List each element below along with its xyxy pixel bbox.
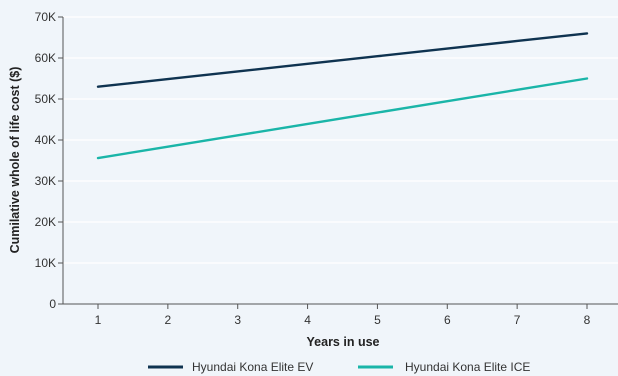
x-tick-label: 3 xyxy=(234,313,241,327)
x-tick-label: 2 xyxy=(165,313,172,327)
y-tick-label: 60K xyxy=(35,51,56,65)
x-axis-title: Years in use xyxy=(307,335,380,349)
axes xyxy=(62,17,618,305)
y-tick-label: 50K xyxy=(35,92,56,106)
legend: Hyundai Kona Elite EV Hyundai Kona Elite … xyxy=(148,360,530,374)
y-tick-label: 40K xyxy=(35,133,56,147)
legend-label-1: Hyundai Kona Elite EV xyxy=(192,360,313,374)
series-lines xyxy=(96,32,589,160)
y-tick-label: 10K xyxy=(35,256,56,270)
x-tick-label: 4 xyxy=(304,313,311,327)
x-tick-label: 7 xyxy=(514,313,521,327)
y-axis-ticks: 0 10K 20K 30K 40K 50K 60K 70K xyxy=(35,10,63,311)
legend-label-2: Hyundai Kona Elite ICE xyxy=(405,360,530,374)
y-tick-label: 20K xyxy=(35,215,56,229)
y-tick-label: 0 xyxy=(49,297,56,311)
y-tick-label: 30K xyxy=(35,174,56,188)
x-tick-label: 1 xyxy=(95,313,102,327)
gridlines xyxy=(63,16,618,264)
y-axis-title: Cumilative whole of life cost ($) xyxy=(8,67,22,254)
x-tick-label: 8 xyxy=(584,313,591,327)
series-line-2 xyxy=(96,77,589,160)
x-axis-ticks: 1 2 3 4 5 6 7 8 xyxy=(95,304,591,327)
series-line-1 xyxy=(96,32,589,88)
x-tick-label: 6 xyxy=(444,313,451,327)
x-tick-label: 5 xyxy=(374,313,381,327)
y-tick-label: 70K xyxy=(35,10,56,24)
